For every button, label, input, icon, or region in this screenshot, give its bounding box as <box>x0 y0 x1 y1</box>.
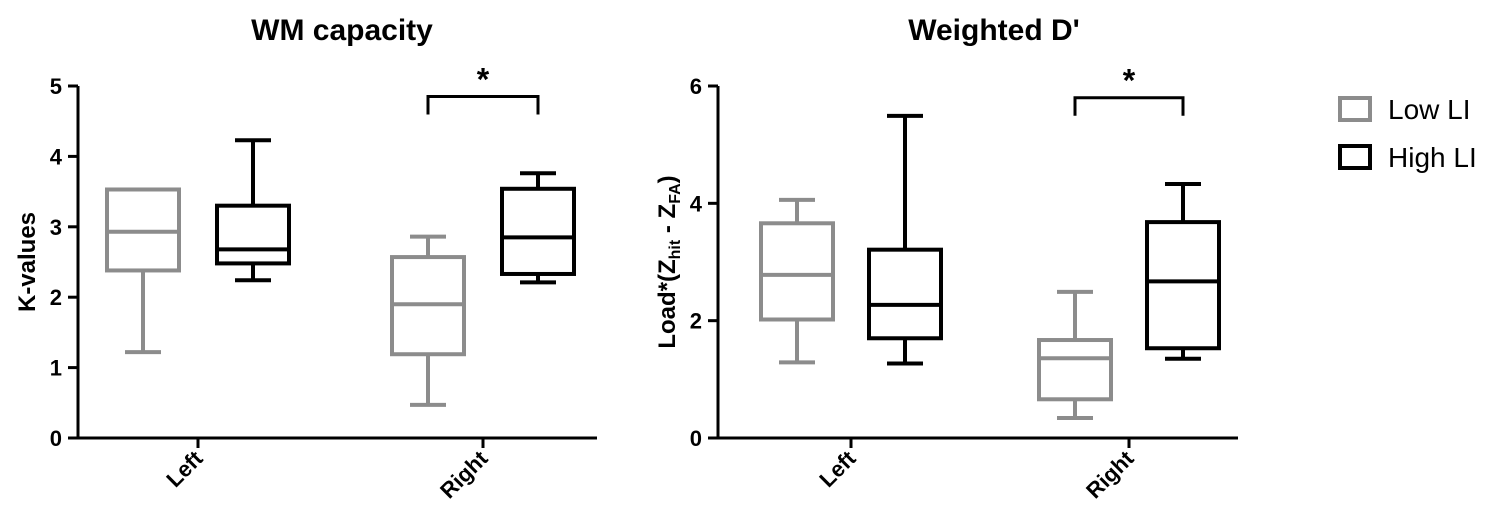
axes: 0 2 4 6 Left Right <box>690 74 1238 503</box>
y-tick-label: 0 <box>690 426 702 451</box>
y-tick-label: 0 <box>50 426 62 451</box>
significance-star: * <box>477 62 490 98</box>
x-tick-label: Right <box>435 445 493 503</box>
chart-wm-capacity: WM capacity K-values 0 1 2 3 4 5 Left Right * <box>14 14 597 503</box>
y-axis-label-sub-fa: FA <box>667 183 684 204</box>
y-axis-label: Load*(Zhit - ZFA) <box>654 175 684 348</box>
box-iqr <box>867 247 943 341</box>
box-high-li-right <box>1145 181 1221 361</box>
chart-weighted-d: Weighted D' Load*(Zhit - ZFA) 0 2 4 6 Left Ri… <box>654 14 1238 503</box>
significance-star: * <box>1123 63 1136 99</box>
y-axis-label-sub-hit: hit <box>667 239 684 259</box>
box-iqr <box>500 186 576 276</box>
y-tick-label: 2 <box>50 285 62 310</box>
y-axis-label-mid: - Z <box>654 204 681 240</box>
box-iqr <box>1145 220 1221 351</box>
y-tick-label: 6 <box>690 74 702 99</box>
legend-label-high-li: High LI <box>1388 142 1477 173</box>
box-iqr <box>759 221 835 322</box>
box-low-li-left <box>759 197 835 365</box>
legend-label-low-li: Low LI <box>1388 94 1471 125</box>
y-tick-label: 3 <box>50 215 62 240</box>
y-axis-label-end: ) <box>654 175 681 183</box>
box-low-li-right <box>390 234 466 407</box>
y-tick-label: 4 <box>50 144 63 169</box>
x-tick-label: Left <box>814 445 861 492</box>
significance-bracket <box>1073 96 1185 116</box>
legend: Low LI High LI <box>1338 94 1477 173</box>
box-low-li-right <box>1037 289 1113 421</box>
plot-area: * <box>759 63 1221 421</box>
y-axis-label-main: Load*(Z <box>654 259 681 348</box>
legend-swatch-low-li <box>1338 96 1372 122</box>
y-tick-label: 5 <box>50 74 62 99</box>
box-high-li-right <box>500 171 576 285</box>
legend-swatch-high-li <box>1338 144 1372 170</box>
y-axis-label: K-values <box>14 212 41 312</box>
y-tick-label: 2 <box>690 309 702 334</box>
box-low-li-left <box>105 187 181 355</box>
box-iqr <box>215 203 291 266</box>
y-tick-label: 1 <box>50 356 62 381</box>
box-high-li-left <box>215 138 291 283</box>
significance-bracket <box>426 95 540 115</box>
chart-title: WM capacity <box>251 14 433 47</box>
x-tick-label: Right <box>1081 445 1139 503</box>
x-tick-label: Left <box>161 445 208 492</box>
box-iqr <box>1037 338 1113 402</box>
axes: 0 1 2 3 4 5 Left Right <box>50 74 597 503</box>
chart-title: Weighted D' <box>908 14 1080 47</box>
y-tick-label: 4 <box>690 191 703 216</box>
plot-area: * <box>105 62 576 407</box>
box-high-li-left <box>867 113 943 366</box>
